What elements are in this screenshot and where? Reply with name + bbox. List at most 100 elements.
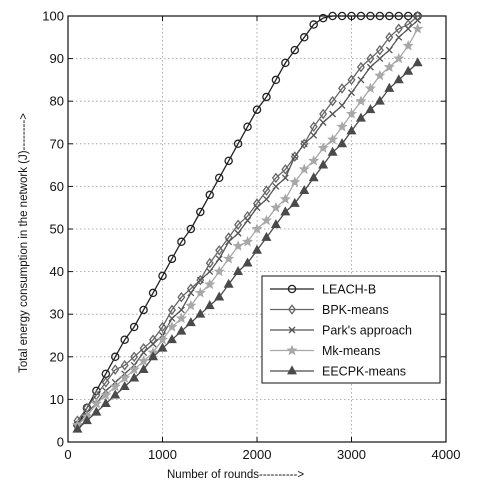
data-point [412,22,424,34]
data-point [242,235,254,247]
data-point [100,398,111,408]
data-point [288,326,296,334]
legend-label: EECPK-means [322,365,406,379]
data-point [215,245,224,256]
data-point [289,176,301,187]
series-group [71,10,424,433]
data-point [356,11,366,21]
data-point [204,300,215,310]
data-point [233,139,243,149]
data-point [120,360,129,371]
data-point [168,315,176,322]
data-point [404,25,412,33]
data-point [214,173,224,183]
data-point [366,11,375,21]
data-point [260,214,272,226]
y-tick-label: 90 [50,51,64,66]
data-point [262,92,271,102]
data-point [347,74,356,86]
data-point [308,155,320,166]
data-point [270,219,281,229]
data-point [186,224,196,234]
data-point [383,61,395,72]
data-point [376,55,384,63]
legend-item: BPK-means [270,303,389,317]
data-point [232,240,244,251]
data-point [346,125,357,135]
data-point [338,102,346,109]
data-point [243,122,252,132]
data-point [119,372,131,383]
data-point [279,193,291,204]
data-point [251,223,263,234]
data-point [272,182,280,190]
y-axis-label: Total energy consumption in the network … [18,113,30,373]
data-point [402,40,414,51]
data-point [233,265,244,276]
data-point [364,82,376,94]
data-point [252,105,262,114]
data-point [130,351,139,363]
y-tick-label: 50 [50,222,64,237]
data-point [206,268,214,276]
data-point [119,380,130,391]
data-point [225,238,233,246]
data-point [156,333,169,345]
data-point [337,138,348,148]
series-bpk-means [73,10,422,426]
data-point [139,305,148,315]
data-point [81,415,92,425]
data-point [327,146,338,156]
y-tick-label: 20 [50,349,64,364]
data-point [300,140,308,148]
data-point [287,365,297,375]
data-point [374,69,386,81]
data-point [175,312,187,324]
data-point [111,352,120,362]
data-point [167,254,177,264]
legend-item: LEACH-B [270,283,376,297]
data-point [166,321,178,332]
data-point [167,304,176,316]
data-point [385,11,394,21]
data-point [149,340,157,348]
data-point [281,58,290,68]
data-point [72,423,83,433]
y-tick-label: 0 [57,435,64,450]
legend-label: Park's approach [322,324,412,338]
data-point [299,33,309,42]
data-point [337,11,347,21]
data-point [327,133,339,145]
data-point [299,185,310,195]
data-point [329,110,337,118]
data-point [338,83,347,94]
data-point [317,142,329,153]
x-tick-label: 2000 [243,447,272,462]
y-tick-label: 100 [42,9,64,24]
series-line [76,15,419,422]
data-point [196,207,205,217]
data-point [347,11,356,21]
data-point [318,159,329,169]
data-point [291,153,299,161]
legend-item: EECPK-means [270,365,406,379]
data-point [244,217,252,224]
data-point [395,33,403,41]
data-point [129,372,140,382]
data-point [223,278,234,288]
data-point [271,75,281,85]
data-point [214,291,225,301]
y-tick-label: 60 [50,179,64,194]
series-eecpk-means [72,57,423,433]
data-point [176,325,187,335]
data-point [308,172,319,182]
y-tick-label: 80 [50,94,64,109]
data-point [120,335,129,345]
y-tick-label: 70 [50,136,64,151]
data-point [185,317,196,327]
data-point [287,304,297,315]
data-point [157,342,168,352]
data-point [262,185,271,196]
data-point [328,95,337,107]
data-point [194,287,206,298]
